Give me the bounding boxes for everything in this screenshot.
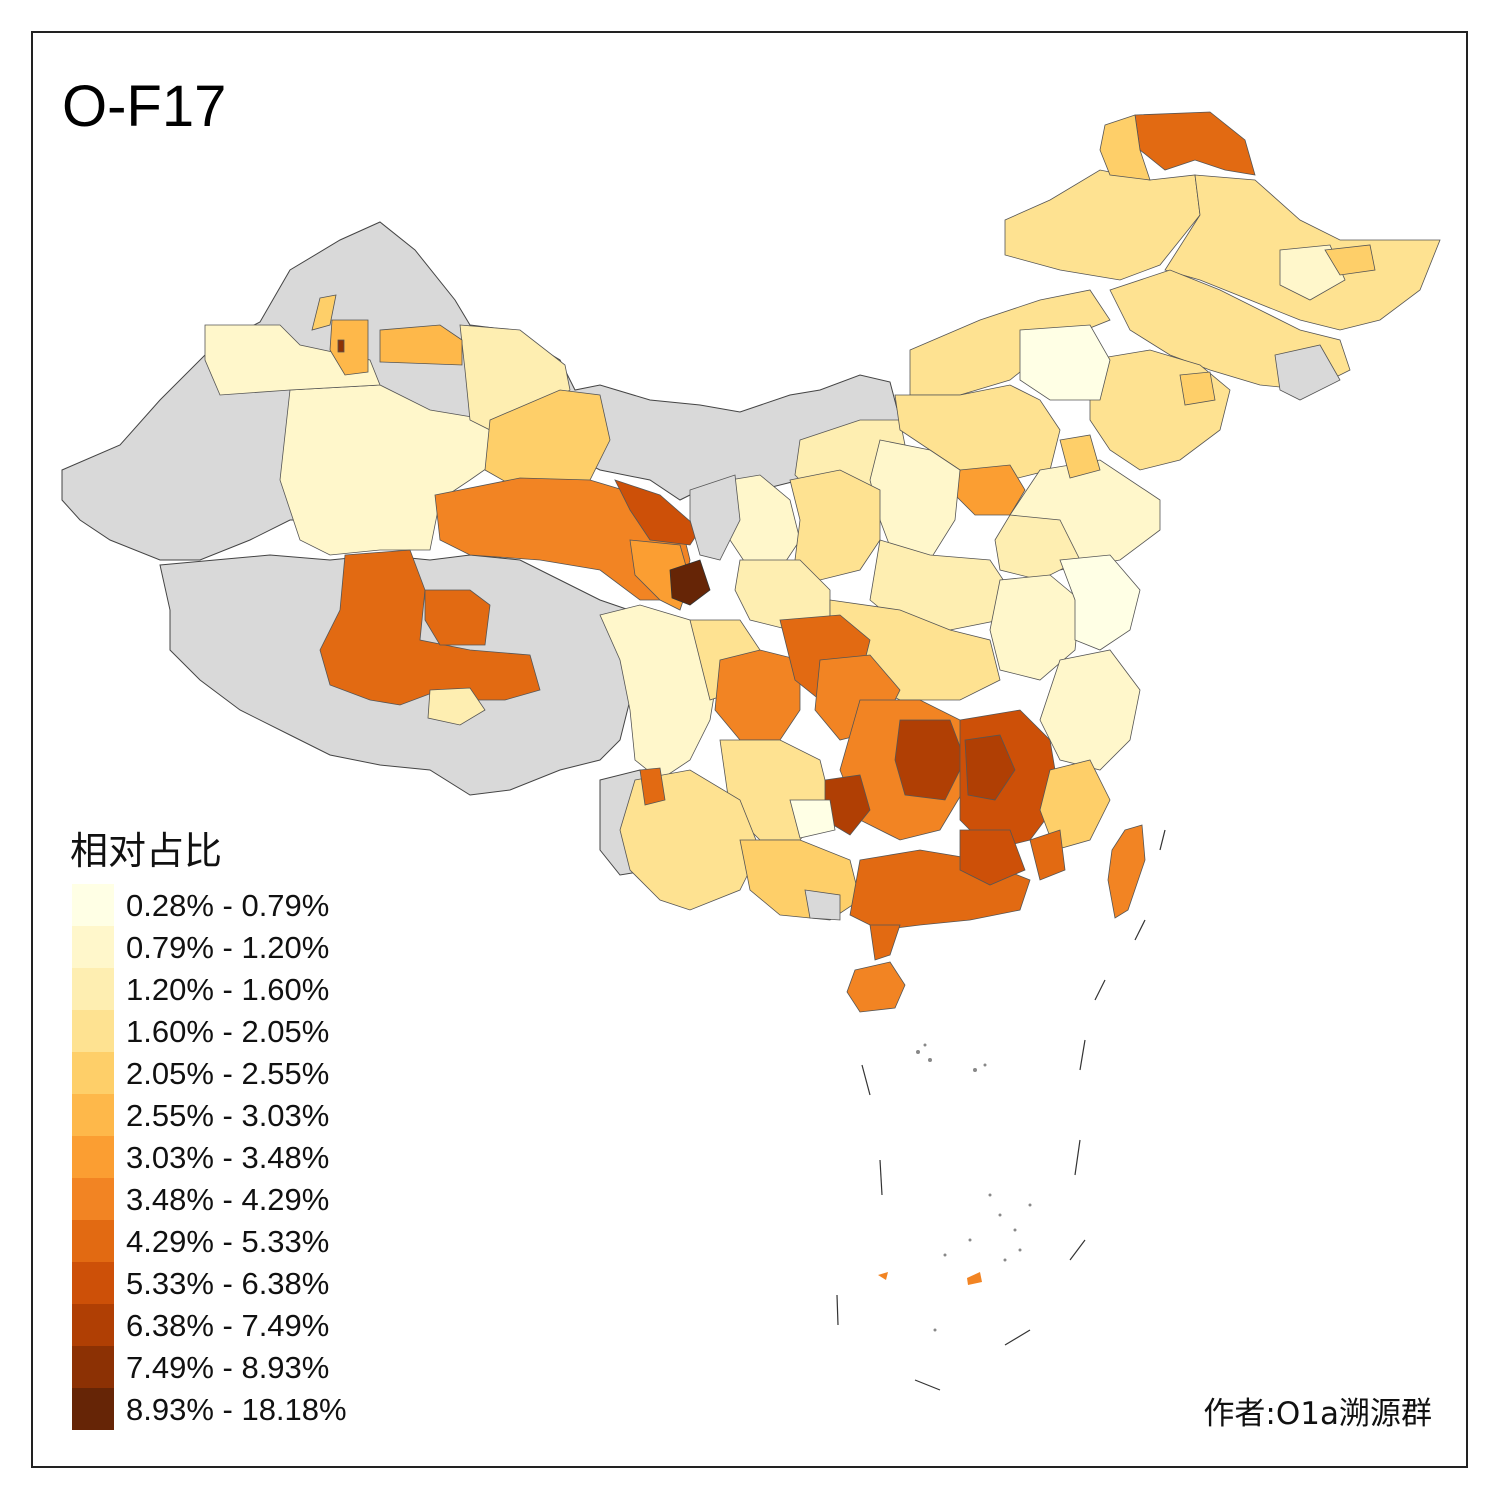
legend-label: 2.55% - 3.03% xyxy=(126,1098,330,1133)
legend-swatch xyxy=(72,1388,114,1430)
region-ah-1 xyxy=(989,574,1081,681)
region-bj-area xyxy=(1019,324,1111,401)
legend-swatch xyxy=(72,1178,114,1220)
legend-label: 6.38% - 7.49% xyxy=(126,1308,330,1343)
legend-swatch xyxy=(72,1136,114,1178)
legend-swatch xyxy=(72,884,114,926)
region-sc-1 xyxy=(599,604,721,781)
region-hainan xyxy=(846,961,906,1013)
region-gd-2 xyxy=(959,829,1026,886)
island-nansha-2 xyxy=(878,1272,888,1280)
legend-label: 0.79% - 1.20% xyxy=(126,930,330,965)
region-fj-2 xyxy=(1029,829,1066,881)
region-js-1 xyxy=(1059,554,1141,651)
region-fj-1 xyxy=(1039,759,1111,851)
legend-label: 3.03% - 3.48% xyxy=(126,1140,330,1175)
region-gd-nodata xyxy=(804,889,841,921)
legend-swatch xyxy=(72,1010,114,1052)
region-gz-white xyxy=(789,799,836,839)
island-nansha-1 xyxy=(967,1272,982,1285)
south-sea-islands xyxy=(916,1043,1032,1332)
region-qh-2 xyxy=(614,479,701,546)
region-yn-2 xyxy=(639,767,666,806)
legend-swatch xyxy=(72,1052,114,1094)
region-qh-dark xyxy=(669,559,711,606)
legend-swatch xyxy=(72,1262,114,1304)
south-sea-marks xyxy=(836,829,1166,1391)
region-ln-2 xyxy=(1179,371,1216,406)
region-taiwan xyxy=(1107,824,1146,919)
legend-swatch xyxy=(72,968,114,1010)
region-tb-1 xyxy=(319,549,541,706)
legend-swatch xyxy=(72,926,114,968)
legend-label: 5.33% - 6.38% xyxy=(126,1266,330,1301)
region-hlj-2 xyxy=(1099,114,1151,181)
legend-swatch xyxy=(72,1220,114,1262)
region-sn-1 xyxy=(789,469,881,581)
region-xj-dark xyxy=(337,339,345,353)
region-xj-4 xyxy=(379,324,463,366)
legend-label: 4.29% - 5.33% xyxy=(126,1224,330,1259)
region-gs-nodata xyxy=(689,474,741,561)
region-gd-3 xyxy=(869,924,901,961)
region-tb-2 xyxy=(424,589,491,646)
region-yn-1 xyxy=(619,769,761,911)
region-gx-1 xyxy=(739,839,861,921)
legend-label: 8.93% - 18.18% xyxy=(126,1392,347,1427)
legend-title: 相对占比 xyxy=(70,829,223,873)
legend-swatch xyxy=(72,1346,114,1388)
legend-label: 0.28% - 0.79% xyxy=(126,888,330,923)
region-hlj-4 xyxy=(1279,244,1346,301)
region-zj-1 xyxy=(1039,649,1141,771)
author-credit: 作者:O1a溯源群 xyxy=(1203,1396,1432,1432)
region-sc-3 xyxy=(714,649,801,741)
map-title: O-F17 xyxy=(62,74,227,139)
region-hlj-5 xyxy=(1324,244,1376,276)
legend-label: 2.05% - 2.55% xyxy=(126,1056,330,1091)
region-sx-1 xyxy=(954,464,1026,516)
region-hun-2 xyxy=(894,719,966,801)
region-hlj-1 xyxy=(1134,111,1256,176)
region-tj xyxy=(1059,434,1101,479)
region-xj-2 xyxy=(204,324,381,396)
region-jx-2 xyxy=(964,734,1016,801)
region-xj-5 xyxy=(329,319,369,376)
region-tb-3 xyxy=(427,687,486,726)
region-jl-nodata xyxy=(1274,344,1341,401)
legend-swatch xyxy=(72,1094,114,1136)
legend-label: 1.20% - 1.60% xyxy=(126,972,330,1007)
legend-label: 1.60% - 2.05% xyxy=(126,1014,330,1049)
region-xj-6 xyxy=(311,294,337,331)
legend-label: 7.49% - 8.93% xyxy=(126,1350,330,1385)
legend-swatch xyxy=(72,1304,114,1346)
legend-label: 3.48% - 4.29% xyxy=(126,1182,330,1217)
